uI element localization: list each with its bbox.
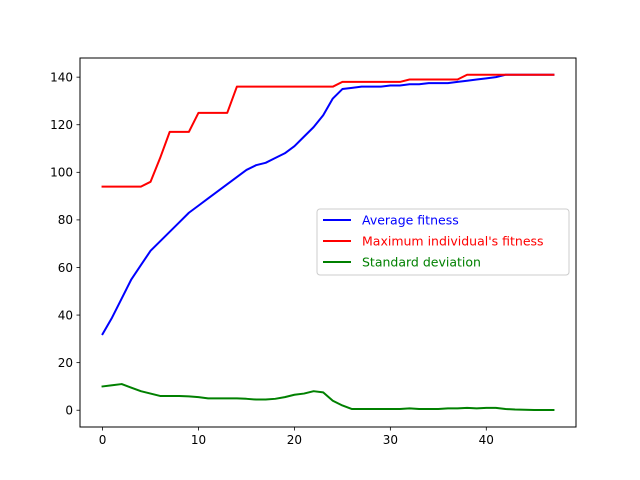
series-line-1 xyxy=(101,73,555,188)
y-tick-label: 100 xyxy=(50,166,73,180)
x-tick-label: 0 xyxy=(99,433,107,447)
x-tick-label: 10 xyxy=(191,433,206,447)
legend-label-standard-deviation: Standard deviation xyxy=(362,255,481,270)
x-tick-label: 20 xyxy=(287,433,302,447)
legend-label-maximum-fitness: Maximum individual's fitness xyxy=(362,234,544,249)
y-tick-label: 40 xyxy=(58,308,73,322)
series-line-2 xyxy=(101,383,555,411)
y-tick-label: 140 xyxy=(50,70,73,84)
x-tick-label: 40 xyxy=(479,433,494,447)
series-layer xyxy=(101,73,555,411)
y-tick-label: 80 xyxy=(58,213,73,227)
legend: Average fitness Maximum individual's fit… xyxy=(316,208,570,276)
plot-frame xyxy=(79,57,577,428)
y-tick-label: 60 xyxy=(58,261,73,275)
legend-label-average-fitness: Average fitness xyxy=(362,213,459,228)
x-axis: 0 10 20 30 40 xyxy=(99,427,494,447)
series-line-0 xyxy=(101,73,555,336)
x-tick-label: 30 xyxy=(383,433,398,447)
y-tick-label: 120 xyxy=(50,118,73,132)
y-tick-label: 0 xyxy=(65,404,73,418)
legend-box xyxy=(316,208,570,276)
y-tick-label: 20 xyxy=(58,356,73,370)
y-axis: 0 20 40 60 80 100 120 140 xyxy=(50,70,80,418)
